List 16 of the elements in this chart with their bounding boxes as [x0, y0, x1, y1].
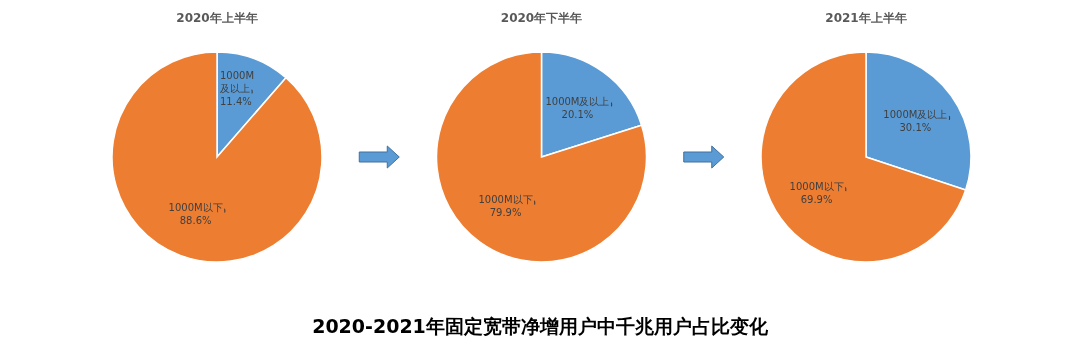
data-label: 11.4% — [220, 96, 252, 107]
data-label: 79.9% — [489, 207, 522, 219]
chart-title: 2021年上半年 — [825, 11, 907, 25]
data-label: 20.1% — [561, 108, 594, 120]
data-label: 69.9% — [800, 193, 833, 205]
slice-label: 1000M及以上 — [883, 109, 948, 121]
slice-label: 1000M以下 — [478, 194, 533, 206]
slice-label: 1000M以下 — [168, 202, 223, 214]
slice-label: 1000M及以上 — [220, 70, 255, 94]
chart-title: 2020年上半年 — [176, 11, 258, 25]
slice-label: 1000M及以上 — [545, 95, 610, 107]
slice-label: 1000M以下 — [789, 180, 844, 192]
chart-title: 2020年下半年 — [500, 11, 583, 25]
text: 2020-2021年固定宽带净增用户中千兆用户占比变化 — [312, 315, 769, 337]
data-label: 88.6% — [179, 215, 212, 227]
data-label: 30.1% — [899, 122, 932, 134]
